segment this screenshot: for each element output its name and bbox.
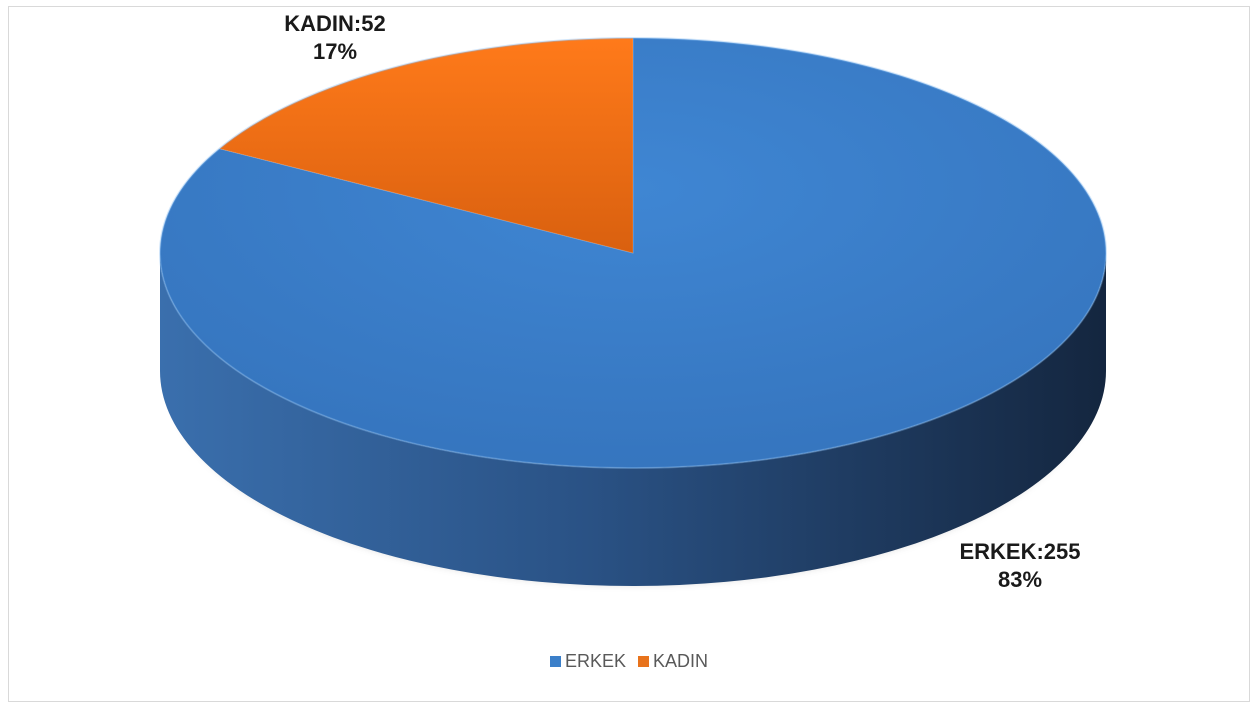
legend-swatch-erkek <box>549 656 561 667</box>
legend-item-kadin: KADIN <box>638 651 708 672</box>
data-label-kadin-percent: 17% <box>312 39 358 64</box>
legend-label-kadin: KADIN <box>653 651 709 671</box>
data-label-kadin-name: KADIN:52 <box>284 11 386 36</box>
chart-legend: ERKEK KADIN <box>0 651 1258 672</box>
pie-rim <box>159 37 1107 469</box>
data-label-erkek-percent: 83% <box>997 567 1043 592</box>
legend-label-erkek: ERKEK <box>564 651 626 671</box>
data-label-erkek: ERKEK:255 83% <box>940 538 1100 594</box>
legend-swatch-kadin <box>638 656 649 667</box>
pie-slice-erkek <box>159 37 1107 469</box>
data-label-erkek-name: ERKEK:255 <box>959 539 1081 564</box>
data-label-kadin: KADIN:52 17% <box>255 10 415 66</box>
legend-item-erkek: ERKEK <box>549 651 626 672</box>
pie-side-erkek <box>160 253 1106 586</box>
pie-slice-kadin <box>218 37 634 254</box>
